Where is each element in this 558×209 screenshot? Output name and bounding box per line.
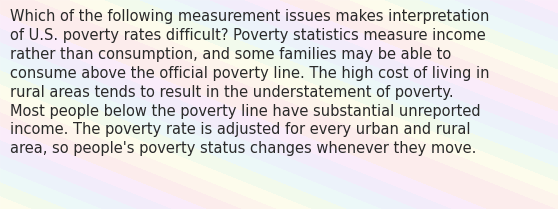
Text: Which of the following measurement issues makes interpretation
of U.S. poverty r: Which of the following measurement issue… — [10, 9, 489, 156]
